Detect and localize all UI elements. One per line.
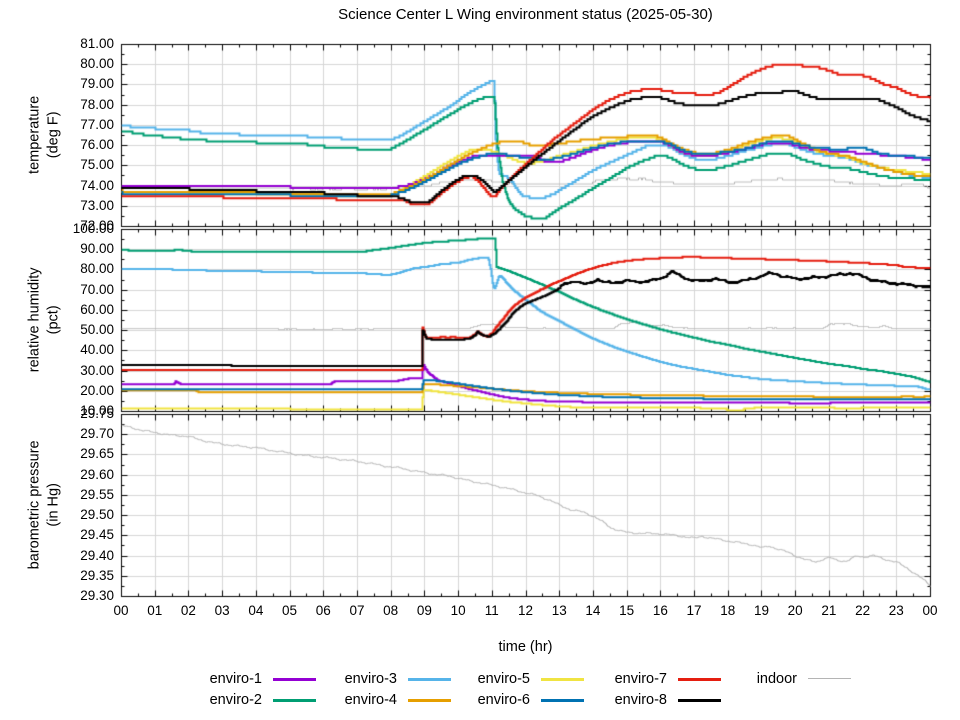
y-tick-label: 20.00 <box>80 382 114 398</box>
x-tick-label: 03 <box>214 603 230 618</box>
x-axis-title: time (hr) <box>498 639 553 655</box>
y-tick-label: 78.00 <box>80 96 114 112</box>
y-tick-label: 29.35 <box>80 567 114 583</box>
y-tick-label: 81.00 <box>80 36 114 51</box>
legend-swatch-enviro-7 <box>678 678 721 681</box>
x-tick-label: 14 <box>585 603 601 618</box>
legend-label-enviro-2: enviro-2 <box>209 692 262 708</box>
x-tick-label: 13 <box>551 603 567 618</box>
legend-label-enviro-6: enviro-6 <box>477 692 530 708</box>
y-tick-label: 29.65 <box>80 446 114 462</box>
y-tick-label: 80.00 <box>80 56 114 72</box>
y-tick-label: 29.75 <box>80 406 114 421</box>
legend-label-indoor: indoor <box>756 671 797 687</box>
y-tick-label: 74.00 <box>80 177 114 193</box>
legend-swatch-enviro-4 <box>408 699 451 702</box>
x-tick-label: 19 <box>753 603 769 618</box>
legend-swatch-enviro-5 <box>541 678 584 681</box>
y-tick-label: 29.70 <box>80 426 114 442</box>
y-tick-label: 29.40 <box>80 547 114 563</box>
legend-swatch-enviro-1 <box>273 678 316 681</box>
x-tick-label: 22 <box>855 603 871 618</box>
y-tick-label: 29.30 <box>80 588 114 603</box>
legend-label-enviro-3: enviro-3 <box>344 671 397 687</box>
x-tick-label: 08 <box>383 603 399 618</box>
y-tick-label: 29.60 <box>80 466 114 482</box>
x-tick-label: 06 <box>315 603 331 618</box>
y-tick-label: 76.00 <box>80 137 114 153</box>
y-tick-label: 72.00 <box>80 218 114 233</box>
x-tick-label: 12 <box>517 603 534 618</box>
x-tick-label: 11 <box>484 603 499 618</box>
legend-swatch-indoor <box>808 678 851 679</box>
y-tick-label: 90.00 <box>80 241 114 257</box>
y-tick-label: 77.00 <box>80 116 114 132</box>
legend-label-enviro-7: enviro-7 <box>614 671 667 687</box>
y-tick-label: 73.00 <box>80 197 114 213</box>
x-tick-label: 02 <box>180 603 196 618</box>
legend-label-enviro-8: enviro-8 <box>614 692 667 708</box>
legend-label-enviro-4: enviro-4 <box>344 692 397 708</box>
legend-swatch-enviro-8 <box>678 699 721 702</box>
chart-title: Science Center L Wing environment status… <box>338 6 713 23</box>
y-tick-label: 79.00 <box>80 76 114 92</box>
x-tick-label: 20 <box>787 603 803 618</box>
y-tick-label: 30.00 <box>80 362 114 378</box>
legend-swatch-enviro-6 <box>541 699 584 702</box>
y-tick-label: 40.00 <box>80 342 114 358</box>
x-tick-label: 21 <box>821 603 837 618</box>
y-tick-label: 70.00 <box>80 281 114 297</box>
y-tick-label: 50.00 <box>80 322 114 338</box>
y-tick-label: 29.50 <box>80 507 114 523</box>
y-tick-label: 60.00 <box>80 301 114 317</box>
legend-label-enviro-1: enviro-1 <box>209 671 262 687</box>
y-tick-label: 100.00 <box>72 221 114 236</box>
x-tick-label: 01 <box>147 603 163 618</box>
x-tick-label: 15 <box>619 603 635 618</box>
x-tick-label: 10 <box>450 603 466 618</box>
y-tick-label: 10.00 <box>80 403 114 418</box>
x-tick-label: 00 <box>922 603 938 618</box>
x-tick-label: 07 <box>349 603 365 618</box>
legend-label-enviro-5: enviro-5 <box>477 671 530 687</box>
x-tick-label: 18 <box>720 603 736 618</box>
legend-swatch-enviro-2 <box>273 699 316 702</box>
y-tick-label: 75.00 <box>80 157 114 173</box>
x-tick-label: 09 <box>416 603 432 618</box>
x-tick-label: 04 <box>248 603 264 618</box>
y-tick-label: 29.55 <box>80 486 114 502</box>
y-tick-label: 29.45 <box>80 527 114 543</box>
y-tick-label: 80.00 <box>80 261 114 277</box>
x-tick-label: 05 <box>282 603 298 618</box>
x-tick-label: 23 <box>888 603 904 618</box>
x-tick-label: 17 <box>686 603 702 618</box>
x-tick-label: 00 <box>113 603 129 618</box>
legend-swatch-enviro-3 <box>408 678 451 681</box>
x-tick-label: 16 <box>652 603 668 618</box>
